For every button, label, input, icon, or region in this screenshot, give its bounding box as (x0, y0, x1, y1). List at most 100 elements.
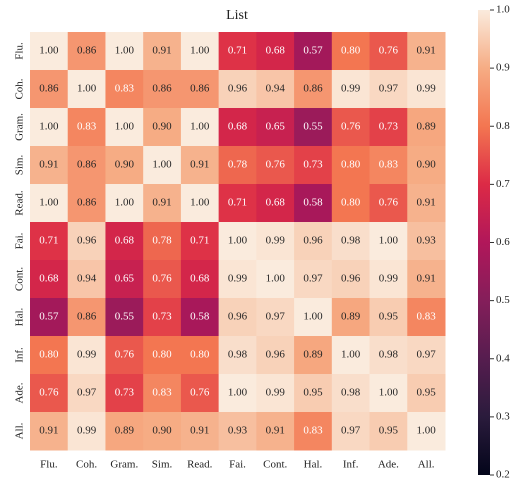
cell-label: 0.57 (39, 311, 59, 323)
cell-label: 0.68 (266, 197, 286, 209)
heat-cell (407, 260, 446, 299)
heat-cell (180, 222, 220, 261)
heat-cell (218, 374, 257, 413)
colorbar (478, 10, 490, 475)
cell-label: 0.55 (115, 311, 135, 323)
heat-cell (180, 108, 220, 147)
x-tick-label: Ade. (378, 459, 399, 471)
cell-label: 0.96 (266, 349, 286, 361)
heat-cell (180, 146, 220, 185)
heat-cell (331, 374, 371, 413)
cell-label: 0.80 (341, 159, 361, 171)
heat-cell (143, 222, 182, 261)
heat-cell (294, 222, 333, 261)
cell-label: 0.71 (228, 197, 247, 209)
heat-cell (143, 146, 182, 185)
heat-cell (407, 32, 446, 71)
x-tick-label: Fai. (229, 459, 246, 471)
heat-cell (30, 108, 69, 147)
y-tick-label: Sim. (14, 155, 26, 176)
cell-label: 1.00 (190, 121, 210, 133)
heat-cell (67, 222, 106, 261)
heat-cell (294, 374, 333, 413)
cell-label: 0.96 (77, 235, 97, 247)
heat-cell (180, 32, 220, 71)
heat-cell (407, 298, 446, 337)
cell-label: 1.00 (77, 83, 97, 95)
heat-cell (218, 412, 257, 451)
heat-cell (105, 260, 144, 299)
cell-label: 0.83 (303, 425, 323, 437)
heat-cell (143, 336, 182, 375)
cell-label: 0.99 (379, 273, 399, 285)
cell-label: 0.90 (115, 159, 135, 171)
cell-label: 0.83 (77, 121, 97, 133)
heat-cell (30, 298, 69, 337)
cell-label: 0.76 (152, 273, 172, 285)
cell-label: 0.73 (115, 387, 135, 399)
heat-cell (105, 70, 144, 109)
heat-cell (218, 146, 257, 185)
cell-label: 0.68 (115, 235, 135, 247)
cell-label: 1.00 (379, 235, 399, 247)
cell-label: 1.00 (115, 121, 135, 133)
cell-label: 0.73 (303, 159, 323, 171)
cell-label: 0.78 (228, 159, 248, 171)
heat-cell (294, 298, 333, 337)
cell-label: 0.86 (303, 83, 323, 95)
heat-cell (30, 336, 69, 375)
colorbar-tick-label: 1.0 (496, 4, 510, 16)
heat-cell (143, 32, 182, 71)
cell-label: 1.00 (115, 197, 135, 209)
cell-label: 0.86 (77, 45, 97, 57)
cell-label: 0.91 (417, 197, 436, 209)
x-tick-label: Coh. (76, 459, 97, 471)
cell-label: 0.58 (303, 197, 323, 209)
heat-cell (67, 32, 106, 71)
cell-label: 0.98 (379, 349, 399, 361)
heat-cell (30, 412, 69, 451)
heat-cell (369, 146, 408, 185)
y-tick-label: Read. (14, 190, 26, 216)
cell-label: 1.00 (379, 387, 399, 399)
cell-label: 0.76 (379, 45, 399, 57)
cell-label: 1.00 (152, 159, 172, 171)
colorbar-tick-label: 0.7 (496, 178, 510, 190)
cell-label: 0.68 (266, 45, 286, 57)
cell-label: 0.96 (341, 273, 361, 285)
heat-cell (256, 260, 295, 299)
chart-title: List (226, 8, 248, 23)
cell-label: 0.86 (77, 311, 97, 323)
heat-cell (369, 70, 408, 109)
cell-label: 0.98 (228, 349, 248, 361)
cell-label: 0.99 (417, 83, 437, 95)
y-tick-label: Flu. (14, 42, 26, 60)
x-tick-label: Cont. (263, 459, 287, 471)
heat-cell (218, 222, 257, 261)
cell-label: 1.00 (266, 273, 286, 285)
heat-cell (180, 298, 220, 337)
heat-cell (407, 108, 446, 147)
heat-cell (30, 260, 69, 299)
heat-cell (218, 108, 257, 147)
cell-label: 0.83 (417, 311, 437, 323)
x-tick-label: Gram. (110, 459, 138, 471)
cell-label: 0.86 (77, 159, 97, 171)
cell-label: 1.00 (190, 45, 210, 57)
cell-label: 1.00 (190, 197, 210, 209)
cell-label: 0.90 (152, 425, 172, 437)
heat-cell (331, 184, 371, 223)
heat-cell (30, 374, 69, 413)
heat-cell (67, 336, 106, 375)
cell-label: 0.86 (190, 83, 210, 95)
heat-cell (105, 184, 144, 223)
cell-label: 0.94 (266, 83, 286, 95)
cell-label: 0.86 (39, 83, 59, 95)
heat-cell (407, 184, 446, 223)
heat-cell (67, 412, 106, 451)
cell-label: 0.76 (39, 387, 59, 399)
heat-cell (218, 32, 257, 71)
heat-cell (256, 336, 295, 375)
heat-cell (143, 374, 182, 413)
cell-label: 0.90 (417, 159, 437, 171)
